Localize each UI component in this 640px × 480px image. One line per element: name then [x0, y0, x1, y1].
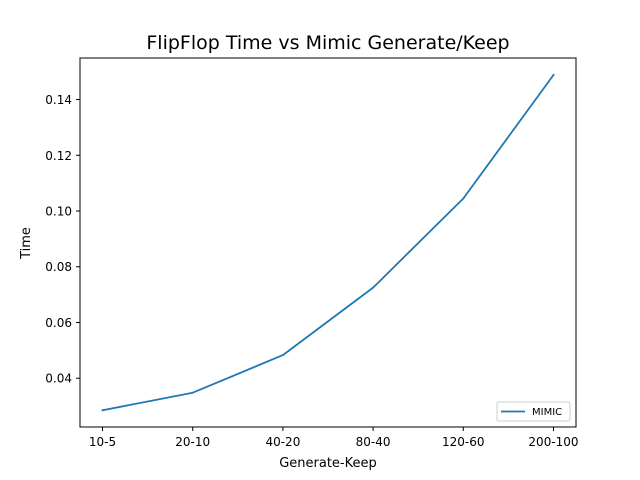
y-tick-label: 0.10 [45, 205, 72, 219]
x-tick-label: 200-100 [528, 435, 578, 449]
y-axis-label: Time [19, 227, 34, 260]
x-axis: 10-5 20-10 40-20 80-40 120-60 200-100 [89, 427, 579, 449]
legend-label: MIMIC [532, 407, 562, 418]
data-point [282, 354, 284, 356]
data-point [101, 409, 104, 412]
y-tick-label: 0.14 [45, 93, 72, 107]
x-tick-label: 80-40 [356, 435, 391, 449]
y-tick-label: 0.06 [45, 316, 72, 330]
data-point [372, 286, 374, 289]
y-axis: 0.04 0.06 0.08 0.10 0.12 0.14 [45, 93, 80, 386]
legend: MIMIC [496, 401, 571, 422]
data-point [462, 197, 465, 200]
x-tick-label: 20-10 [175, 435, 210, 449]
data-point [191, 391, 194, 394]
plot-frame [79, 57, 577, 428]
legend-box [496, 401, 571, 422]
x-tick-label: 120-60 [442, 435, 485, 449]
x-tick-label: 40-20 [265, 435, 300, 449]
data-point [552, 74, 555, 76]
x-axis-label: Generate-Keep [279, 456, 377, 471]
y-tick-label: 0.12 [45, 149, 72, 163]
chart-title: FlipFlop Time vs Mimic Generate/Keep [146, 32, 509, 54]
plot-area [79, 57, 577, 428]
y-tick-label: 0.08 [45, 260, 72, 274]
series-layer [101, 73, 555, 412]
y-tick-label: 0.04 [45, 372, 72, 386]
series-line-mimic [101, 73, 555, 412]
x-tick-label: 10-5 [89, 435, 116, 449]
